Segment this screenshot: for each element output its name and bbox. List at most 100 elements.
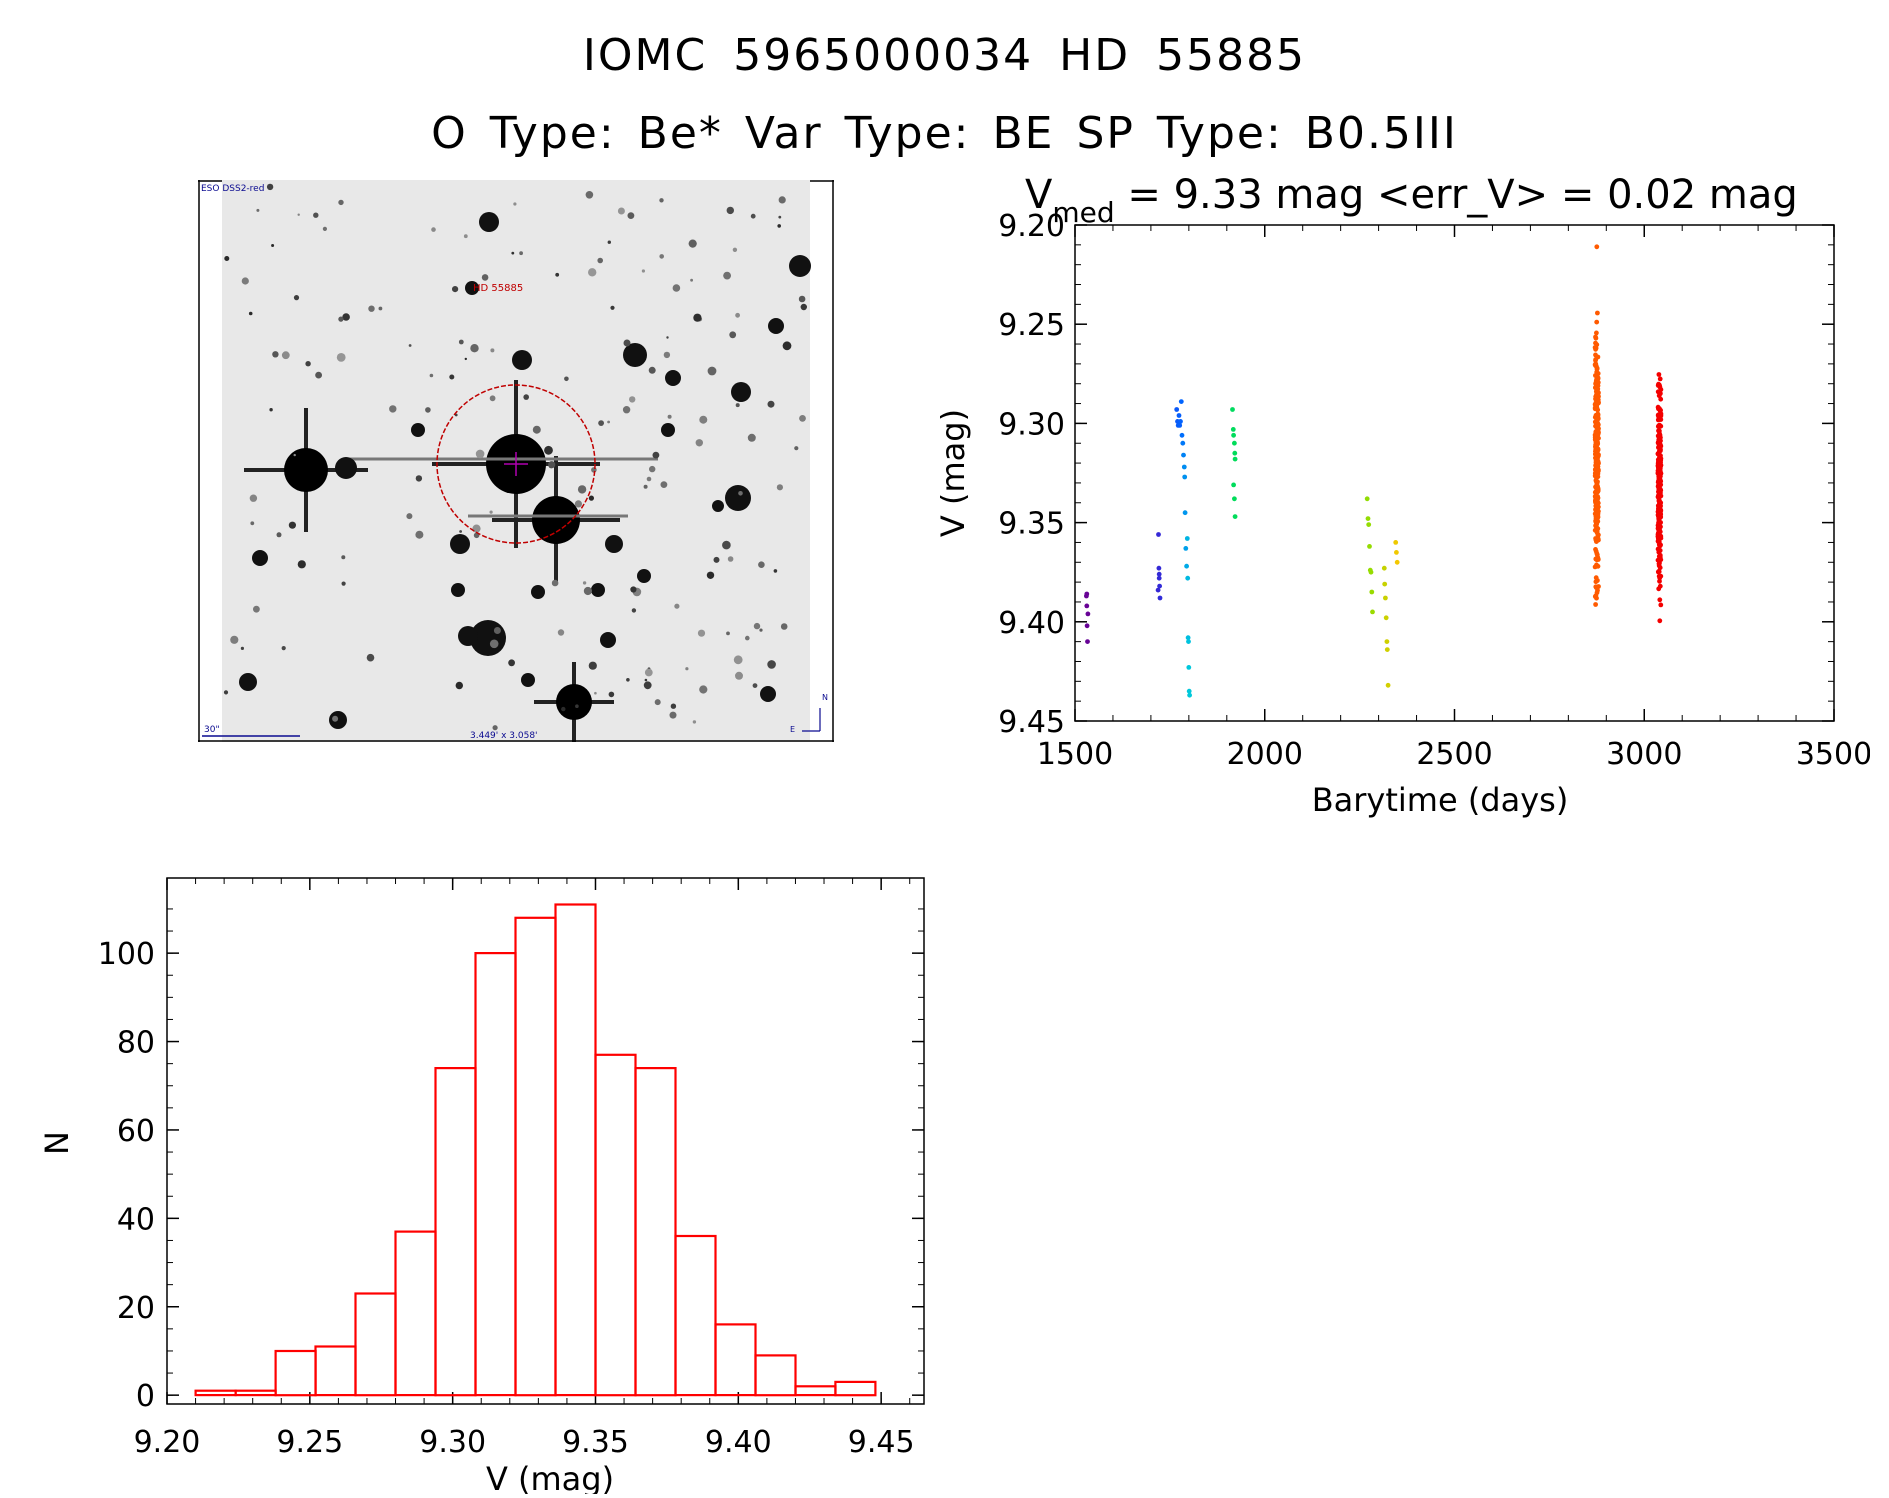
faint-star — [733, 655, 743, 665]
faint-star — [617, 207, 625, 215]
faint-star — [644, 668, 653, 677]
faint-star — [610, 305, 615, 310]
data-point — [1593, 556, 1599, 562]
data-point — [1594, 552, 1600, 558]
faint-star — [799, 415, 806, 422]
histogram-bar — [354, 1292, 397, 1397]
star — [239, 673, 257, 691]
data-point — [1593, 361, 1599, 367]
data-point — [1231, 432, 1236, 438]
faint-star — [753, 622, 761, 630]
faint-star — [425, 407, 431, 413]
faint-star — [648, 366, 656, 374]
faint-star — [489, 639, 499, 649]
data-point — [1656, 546, 1661, 552]
faint-star — [726, 631, 730, 636]
data-point — [1595, 310, 1600, 316]
faint-star — [519, 251, 523, 256]
star — [665, 370, 681, 386]
data-point — [1655, 494, 1661, 500]
data-point — [1596, 584, 1601, 589]
data-point — [1657, 383, 1662, 389]
faint-star — [627, 212, 635, 219]
data-point — [1594, 562, 1599, 568]
data-point — [1658, 573, 1664, 579]
faint-star — [643, 681, 652, 690]
faint-star — [406, 513, 413, 520]
scale-label: 30" — [204, 725, 220, 735]
data-point — [1156, 565, 1162, 571]
data-point — [1182, 474, 1188, 480]
data-point — [1367, 544, 1372, 549]
faint-star — [341, 555, 346, 560]
data-point — [1595, 511, 1600, 517]
faint-star — [693, 313, 702, 322]
faint-star — [659, 254, 664, 259]
faint-star — [532, 425, 541, 434]
faint-star — [706, 571, 715, 579]
faint-star — [597, 257, 603, 264]
faint-star — [336, 353, 346, 362]
data-point — [1593, 457, 1599, 463]
y-tick-label: 60 — [117, 1114, 155, 1149]
faint-star — [726, 206, 734, 215]
faint-star — [223, 690, 229, 695]
star — [479, 212, 499, 232]
data-point — [1232, 496, 1237, 502]
title-symbol: V — [1025, 172, 1053, 218]
faint-star — [564, 376, 569, 382]
data-point — [1656, 479, 1661, 485]
faint-star — [583, 586, 592, 596]
histogram-bar — [434, 1067, 477, 1397]
star — [605, 535, 623, 553]
x-tick-label: 9.30 — [419, 1425, 486, 1460]
bright-star — [284, 448, 328, 492]
data-point — [1594, 529, 1600, 535]
faint-star — [699, 415, 708, 424]
x-tick-label: 9.45 — [848, 1425, 915, 1460]
data-point — [1656, 434, 1662, 440]
faint-star — [652, 451, 660, 459]
star — [411, 423, 425, 437]
faint-star — [513, 202, 517, 206]
faint-star — [253, 605, 260, 613]
data-point — [1658, 533, 1664, 539]
data-point — [1656, 372, 1662, 377]
faint-star — [778, 215, 782, 219]
faint-star — [654, 699, 661, 706]
faint-star — [643, 484, 648, 489]
star — [329, 711, 347, 729]
y-tick-label: 9.30 — [998, 407, 1065, 442]
bright-star — [532, 496, 580, 544]
faint-star — [272, 351, 279, 358]
faint-star — [561, 706, 566, 712]
faint-star — [688, 239, 697, 248]
data-point — [1181, 452, 1186, 458]
faint-star — [594, 691, 597, 695]
histogram-xlabel: V (mag) — [486, 1460, 614, 1494]
data-point — [1594, 525, 1600, 530]
data-point — [1593, 335, 1599, 341]
faint-star — [735, 403, 740, 408]
faint-star — [669, 711, 677, 719]
data-point — [1183, 546, 1189, 551]
faint-star — [782, 341, 792, 351]
star — [789, 255, 811, 277]
data-point — [1596, 504, 1601, 510]
data-point — [1384, 647, 1390, 652]
data-point — [1655, 484, 1661, 489]
faint-star — [588, 268, 597, 277]
faint-star — [659, 198, 664, 203]
data-point — [1384, 639, 1390, 644]
star — [637, 569, 651, 583]
faint-star — [368, 305, 375, 312]
data-point — [1658, 602, 1664, 608]
histogram-bar — [394, 1230, 437, 1397]
faint-star — [663, 351, 671, 359]
data-point — [1656, 523, 1662, 529]
faint-star — [463, 234, 468, 239]
data-point — [1657, 376, 1663, 382]
data-point — [1657, 618, 1663, 624]
faint-star — [338, 199, 344, 206]
data-point — [1365, 516, 1371, 521]
